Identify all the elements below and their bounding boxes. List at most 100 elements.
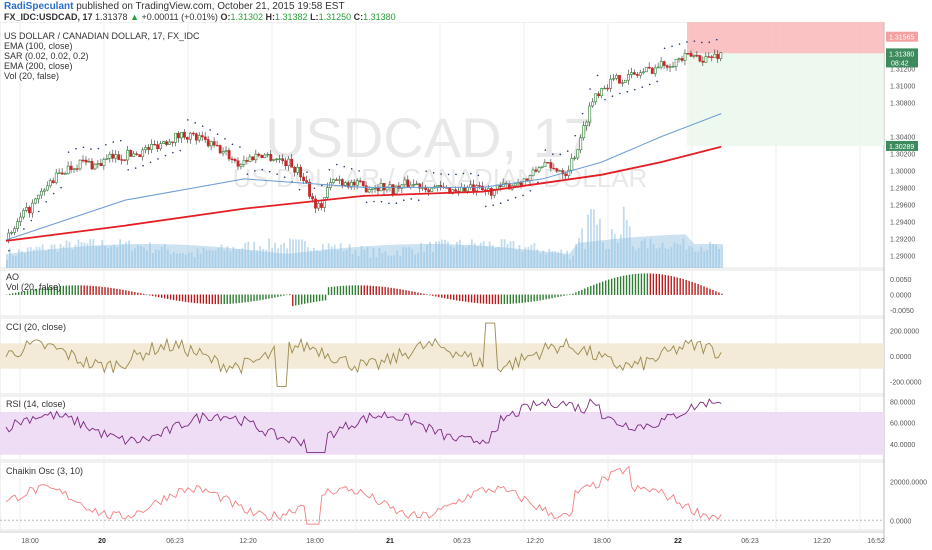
ao-bar [95, 286, 97, 295]
ao-label[interactable]: AO [6, 272, 20, 282]
author-link[interactable]: RadiSpeculant [4, 1, 74, 12]
volume-bar [113, 245, 116, 268]
candle [653, 67, 657, 74]
legend-sar[interactable]: SAR (0.02, 0.02, 0.2) [4, 51, 89, 61]
candle [704, 56, 708, 63]
volume-bar [265, 249, 268, 268]
candle [337, 179, 341, 181]
sar-dot [641, 86, 644, 88]
candle [346, 182, 350, 188]
candle [609, 78, 612, 89]
sar-dot [574, 134, 576, 137]
rsi-tick-label: 40.0000 [890, 442, 915, 449]
volume-bar [503, 239, 506, 268]
ao-bar [74, 285, 76, 295]
volume-ma-area [6, 234, 722, 268]
candle [248, 156, 252, 162]
candle [570, 158, 574, 171]
ao-bar [77, 285, 79, 295]
volume-bar [351, 253, 354, 268]
candle [242, 160, 246, 165]
ao-bar [572, 293, 574, 295]
candle [281, 158, 285, 162]
volume-bar [679, 244, 682, 268]
ao-bar [450, 294, 452, 300]
volume-bar [610, 229, 613, 268]
candle [600, 88, 604, 97]
ao-bar [503, 294, 506, 305]
ao-bar [485, 294, 488, 304]
candle [129, 150, 133, 157]
ao-bar [375, 286, 377, 295]
candle [698, 55, 702, 62]
pane-ao [0, 269, 885, 317]
volume-bar [110, 246, 113, 268]
ao-bar [20, 291, 23, 295]
volume-bar [417, 252, 420, 268]
x-tick-label: 16:52 [867, 538, 885, 545]
ao-bar [250, 294, 252, 302]
ao-vol-label[interactable]: Vol (20, false) [6, 282, 62, 292]
sar-dot [373, 200, 375, 203]
y-tick-label: 1.29000 [890, 253, 915, 260]
candle [358, 180, 362, 182]
volume-bar [104, 246, 107, 268]
legend-volume[interactable]: Vol (20, false) [4, 71, 60, 81]
volume-bar [336, 250, 339, 268]
ao-bar [426, 294, 428, 295]
legend-ema200[interactable]: EMA (200, close) [4, 61, 73, 71]
volume-bar [590, 208, 592, 268]
chaikin-label[interactable]: Chaikin Osc (3, 10) [6, 466, 84, 476]
volume-bar [694, 251, 697, 268]
volume-bar [26, 247, 29, 268]
volume-bar [712, 244, 715, 268]
rsi-label[interactable]: RSI (14, close) [6, 399, 66, 409]
published-text: published on TradingView.com, October 21… [73, 1, 345, 12]
candle [555, 168, 559, 172]
ao-bar [447, 294, 449, 299]
sar-dot [306, 171, 308, 173]
ao-bar [613, 277, 616, 295]
volume-bar [521, 251, 524, 268]
volume-bar [384, 251, 387, 268]
candle [254, 153, 258, 161]
candle [48, 180, 52, 187]
volume-bar [602, 242, 604, 268]
volume-bar [65, 240, 68, 268]
volume-bar [250, 250, 253, 268]
ao-tick-label: -0.0050 [890, 308, 914, 315]
ao-bar [163, 294, 166, 299]
candle [34, 198, 37, 204]
sar-dot [23, 228, 25, 230]
ao-bar [637, 273, 640, 295]
volume-bar [143, 247, 145, 268]
volume-bar [435, 241, 437, 268]
volume-bar [68, 241, 71, 268]
open-label: O: [220, 12, 231, 22]
ao-bar [247, 294, 249, 303]
legend-ema100[interactable]: EMA (100, close) [4, 41, 73, 51]
ao-bar [536, 294, 538, 301]
ao-bar [125, 290, 127, 295]
candle [624, 79, 627, 83]
ao-bar [193, 294, 196, 303]
volume-bar [32, 249, 35, 268]
volume-bar [527, 247, 530, 268]
volume-bar [175, 253, 178, 268]
candle [621, 82, 624, 84]
volume-bar [160, 246, 163, 268]
candle [662, 61, 666, 66]
ao-bar [497, 294, 500, 305]
volume-bar [253, 241, 256, 268]
ao-bar [697, 284, 699, 295]
volume-bar [476, 245, 479, 268]
ao-bar [220, 294, 222, 305]
cci-tick-label: 0.0000 [890, 354, 912, 361]
candle [332, 179, 335, 183]
volume-bar [581, 228, 583, 268]
candle [475, 185, 478, 192]
volume-bar [157, 250, 160, 268]
cci-label[interactable]: CCI (20, close) [6, 322, 67, 332]
volume-bar [470, 239, 473, 268]
